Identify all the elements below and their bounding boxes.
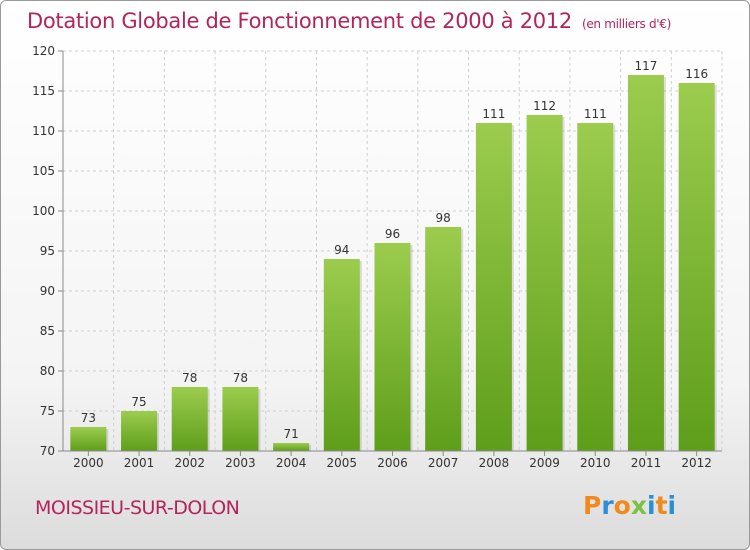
x-tick-label: 2001 <box>124 456 155 470</box>
data-label: 71 <box>283 427 298 441</box>
x-tick-label: 2002 <box>174 456 205 470</box>
logo-letter: o <box>613 491 631 520</box>
x-tick-label: 2005 <box>327 456 358 470</box>
data-label: 78 <box>182 371 197 385</box>
y-tick-label: 95 <box>40 244 55 258</box>
bar <box>222 387 259 451</box>
data-label: 78 <box>233 371 248 385</box>
logo-letter: i <box>647 491 656 520</box>
bar <box>374 243 411 451</box>
bar <box>121 411 158 451</box>
data-label: 111 <box>584 107 607 121</box>
logo-letter: P <box>583 491 602 520</box>
data-label: 111 <box>482 107 505 121</box>
logo-letter: i <box>667 491 677 520</box>
y-tick-label: 85 <box>40 324 55 338</box>
data-labels: 73 75 78 78 71 94 96 98 111 112 111 117 116 <box>81 59 708 441</box>
y-tick-label: 115 <box>32 84 55 98</box>
x-tick-label: 2010 <box>580 456 611 470</box>
commune-name: MOISSIEU-SUR-DOLON <box>35 497 240 519</box>
x-tick-label: 2009 <box>529 456 560 470</box>
x-tick-label: 2000 <box>73 456 104 470</box>
data-label: 117 <box>635 59 658 73</box>
logo-letter: r <box>601 491 614 520</box>
y-tick-label: 100 <box>32 204 55 218</box>
bar <box>425 227 462 451</box>
x-tick-label: 2004 <box>276 456 307 470</box>
bar <box>475 123 512 451</box>
y-tick-label: 90 <box>40 284 55 298</box>
bar <box>526 115 563 451</box>
bar <box>171 387 208 451</box>
x-tick-label: 2003 <box>225 456 256 470</box>
data-label: 73 <box>81 411 96 425</box>
logo-letter: x <box>630 491 647 520</box>
y-tick-label: 120 <box>32 44 55 58</box>
bar <box>577 123 614 451</box>
bars <box>70 75 717 451</box>
data-label: 96 <box>385 227 400 241</box>
data-label: 112 <box>533 99 556 113</box>
y-tick-label: 105 <box>32 164 55 178</box>
x-tick-label: 2006 <box>377 456 408 470</box>
x-tick-label: 2008 <box>479 456 510 470</box>
data-label: 98 <box>436 211 451 225</box>
y-tick-label: 70 <box>40 444 55 458</box>
x-tick-label: 2011 <box>631 456 662 470</box>
bar <box>678 83 715 451</box>
x-tick-label: 2007 <box>428 456 459 470</box>
bar <box>70 427 107 451</box>
y-tick-label: 80 <box>40 364 55 378</box>
x-tick-label: 2012 <box>681 456 712 470</box>
proxiti-logo: Proxiti <box>583 491 676 520</box>
logo-letter: t <box>655 491 668 520</box>
bar <box>273 443 310 451</box>
y-tick-label: 110 <box>32 124 55 138</box>
chart-title: Dotation Globale de Fonctionnement de 20… <box>27 9 671 33</box>
chart-subtitle: (en milliers d'€) <box>581 17 671 31</box>
data-label: 116 <box>685 67 708 81</box>
chart-title-text: Dotation Globale de Fonctionnement de 20… <box>27 9 572 33</box>
data-label: 75 <box>131 395 146 409</box>
bar <box>627 75 664 451</box>
data-label: 94 <box>334 243 349 257</box>
bar <box>323 259 360 451</box>
axes: 70 75 80 85 90 95 100 105 110 115 120 2000 2001 2002 2… <box>32 44 722 470</box>
y-tick-label: 75 <box>40 404 55 418</box>
